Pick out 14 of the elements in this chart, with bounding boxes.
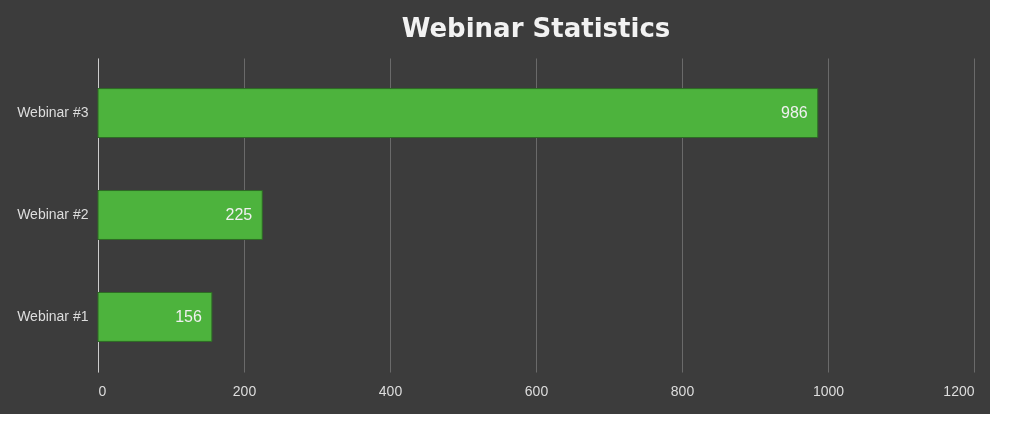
data-label: 225 [225,206,253,223]
x-tick-label: 1200 [943,382,975,399]
data-label: 156 [175,307,202,325]
data-label: 986 [781,104,808,122]
y-tick-label: Webinar #3 [17,104,89,121]
x-tick-label: 600 [524,382,549,399]
x-tick-label: 400 [378,382,403,399]
x-tick-label: 0 [98,382,107,399]
y-tick-label: Webinar #2 [17,206,89,222]
x-tick-label: 200 [232,382,257,399]
x-tick-label: 1000 [812,382,845,399]
x-tick-label: 800 [670,382,695,399]
y-tick-label: Webinar #1 [17,307,89,324]
chart-title: Webinar Statistics [401,13,671,43]
